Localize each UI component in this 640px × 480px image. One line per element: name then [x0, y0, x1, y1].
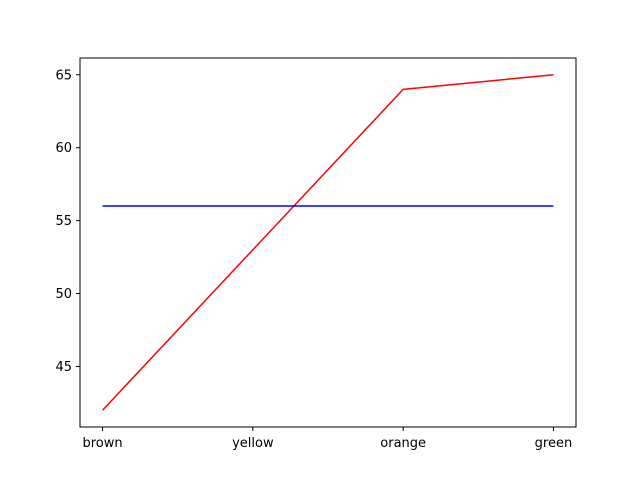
y-tick-label: 55: [55, 214, 72, 229]
y-tick-label: 60: [55, 141, 72, 156]
x-axis: brown yellow orange green: [82, 427, 572, 451]
series-layer: [102, 74, 554, 411]
x-tick-label: yellow: [232, 436, 274, 451]
series-line-0: [102, 74, 554, 411]
y-tick-label: 50: [55, 287, 72, 302]
x-tick-label: green: [535, 436, 573, 451]
y-tick-label: 65: [55, 68, 72, 83]
x-tick-label: brown: [82, 436, 122, 451]
y-tick-label: 45: [55, 360, 72, 375]
y-axis: 45 50 55 60 65: [55, 68, 80, 375]
x-tick-label: orange: [380, 436, 426, 451]
plot-frame: [79, 57, 577, 428]
